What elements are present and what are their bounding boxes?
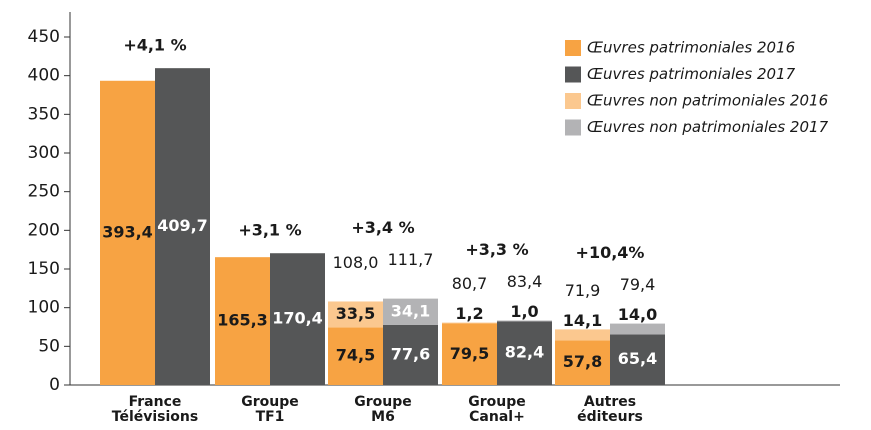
y-tick-label: 50: [38, 336, 60, 356]
total-label: 111,7: [388, 250, 434, 269]
x-tick-label: Autres éditeurs: [577, 394, 643, 425]
value-label: 1,2: [455, 304, 483, 323]
bar: [383, 298, 438, 325]
bar: [442, 322, 497, 324]
value-label: 65,4: [618, 349, 657, 368]
x-tick-label: France Télévisions: [112, 394, 198, 425]
y-tick-label: 350: [28, 104, 60, 124]
bar: [442, 323, 497, 385]
legend-label: Œuvres patrimoniales 2017: [587, 65, 796, 83]
bar: [155, 68, 210, 385]
bar: [215, 257, 270, 385]
y-tick-label: 300: [28, 143, 60, 163]
legend-swatch: [565, 93, 581, 109]
total-label: 83,4: [507, 272, 543, 291]
value-label: 33,5: [336, 304, 375, 323]
bar: [270, 253, 325, 385]
total-label: 80,7: [452, 274, 488, 293]
y-tick-label: 100: [28, 298, 60, 318]
legend-label: Œuvres non patrimoniales 2017: [587, 118, 829, 136]
y-tick-label: 0: [49, 375, 60, 395]
y-tick-label: 450: [28, 27, 60, 47]
x-tick-label: Groupe M6: [354, 394, 412, 425]
value-label: 57,8: [563, 352, 602, 371]
value-label: 74,5: [336, 346, 375, 365]
value-label: 79,5: [450, 344, 489, 363]
legend-swatch: [565, 119, 581, 136]
bar: [610, 334, 665, 385]
y-tick-label: 250: [28, 182, 60, 202]
value-label: 170,4: [272, 309, 323, 328]
value-label: 165,3: [217, 311, 268, 330]
bar: [555, 340, 610, 385]
legend-label: Œuvres patrimoniales 2016: [587, 39, 795, 57]
bar: [610, 323, 665, 335]
y-tick-label: 400: [28, 66, 60, 86]
growth-annotation: +3,1 %: [238, 221, 301, 240]
y-tick-label: 200: [28, 220, 60, 240]
legend-swatch: [565, 66, 581, 83]
value-label: 409,7: [157, 216, 208, 235]
x-tick-label: Groupe Canal+: [468, 394, 526, 425]
bar: [383, 324, 438, 385]
value-label: 1,0: [510, 302, 538, 321]
bar: [497, 321, 552, 385]
total-label: 108,0: [333, 253, 379, 272]
value-label: 82,4: [505, 343, 544, 362]
growth-annotation: +10,4%: [576, 243, 645, 262]
bar: [100, 80, 155, 386]
total-label: 79,4: [620, 275, 656, 294]
growth-annotation: +4,1 %: [123, 36, 186, 55]
bar: [497, 320, 552, 322]
legend-swatch: [565, 40, 581, 56]
value-label: 77,6: [391, 344, 430, 363]
legend-label: Œuvres non patrimoniales 2016: [587, 92, 828, 110]
growth-annotation: +3,4 %: [351, 218, 414, 237]
growth-annotation: +3,3 %: [465, 240, 528, 259]
total-label: 71,9: [565, 281, 601, 300]
bar: [555, 329, 610, 341]
bar: [328, 301, 383, 328]
x-tick-label: Groupe TF1: [241, 394, 299, 425]
bar: [328, 327, 383, 385]
value-label: 34,1: [391, 301, 430, 320]
y-tick-label: 150: [28, 259, 60, 279]
value-label: 393,4: [102, 222, 153, 241]
value-label: 14,1: [563, 311, 602, 330]
value-label: 14,0: [618, 305, 657, 324]
